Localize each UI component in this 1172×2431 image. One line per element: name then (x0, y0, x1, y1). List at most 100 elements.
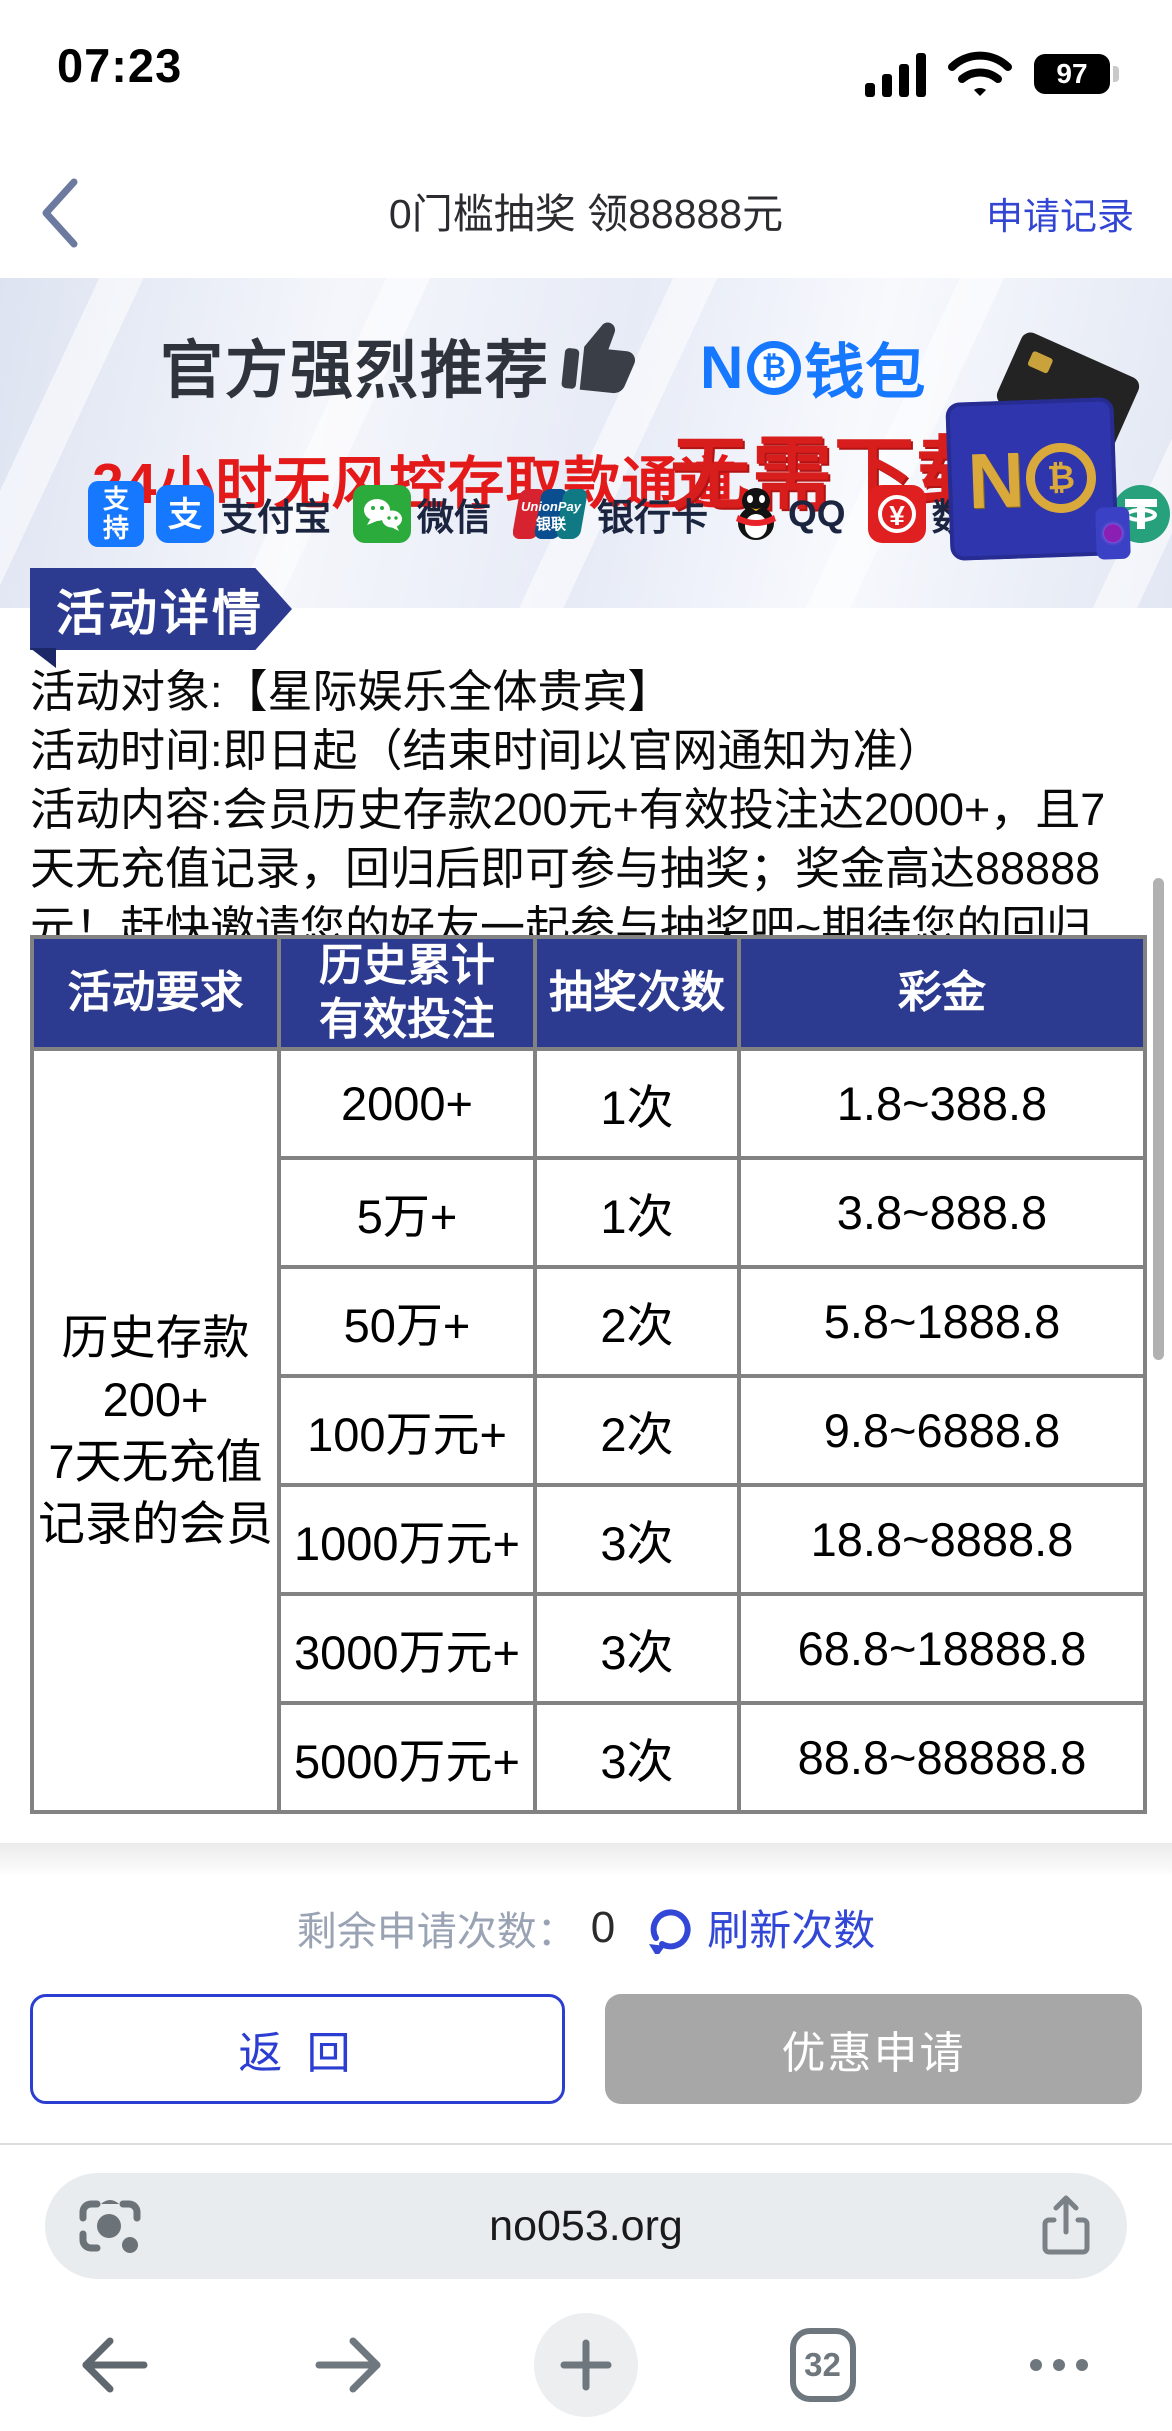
promo-apply-button[interactable]: 优惠申请 (605, 1994, 1142, 2104)
payment-qq: QQ (730, 485, 846, 543)
lens-camera-icon[interactable] (79, 2196, 141, 2256)
table-row: 5万+ 1次 3.8~888.8 (32, 1156, 1147, 1269)
times-cell: 1次 (533, 1156, 741, 1269)
svg-text:UnionPay: UnionPay (521, 499, 582, 514)
new-tab-button[interactable] (521, 2313, 651, 2417)
tab-switcher-button[interactable]: 32 (758, 2328, 888, 2402)
header-requirement: 活动要求 (30, 935, 281, 1051)
prize-cell: 9.8~6888.8 (737, 1374, 1147, 1487)
times-cell: 2次 (533, 1374, 741, 1487)
payment-unionpay: UnionPay 银联 银行卡 (513, 485, 708, 543)
digital-rmb-icon: ¥ (867, 485, 926, 543)
bet-cell: 1000万元+ (277, 1483, 537, 1596)
prize-cell: 5.8~1888.8 (737, 1265, 1147, 1378)
apply-records-link[interactable]: 申请记录 (986, 196, 1134, 237)
tab-count-icon: 32 (789, 2328, 856, 2402)
payment-label: 微信 (417, 497, 491, 538)
bet-cell: 50万+ (277, 1265, 537, 1378)
back-button[interactable]: 返 回 (30, 1994, 565, 2104)
browser-forward-button[interactable] (285, 2334, 415, 2396)
refresh-label: 刷新次数 (707, 1907, 876, 1954)
svg-text:¥: ¥ (889, 500, 905, 531)
wallet-word: 钱包 (804, 339, 927, 406)
times-cell: 3次 (533, 1483, 741, 1596)
times-cell: 3次 (533, 1701, 741, 1814)
cellular-signal-icon (865, 51, 926, 97)
thumbs-up-icon (561, 322, 636, 393)
support-badge: 支 持 (88, 481, 144, 547)
prize-cell: 1.8~388.8 (737, 1047, 1147, 1160)
url-text: no053.org (489, 2201, 683, 2250)
browser-toolbar: 32 (0, 2305, 1172, 2425)
table-row: 50万+ 2次 5.8~1888.8 (32, 1265, 1147, 1378)
table-header-row: 活动要求 历史累计 有效投注 抽奖次数 彩金 (30, 935, 1147, 1051)
status-bar: 07:23 97 (0, 0, 1172, 130)
bet-cell: 5万+ (277, 1156, 537, 1269)
times-cell: 1次 (533, 1047, 741, 1160)
header-bet: 历史累计 有效投注 (277, 935, 537, 1051)
payment-wechat: 微信 (353, 485, 491, 543)
payment-alipay: 支 支付宝 (156, 485, 331, 543)
back-arrow-icon (82, 2337, 148, 2393)
battery-icon: 97 (1034, 54, 1119, 94)
remaining-value: 0 (590, 1902, 616, 1952)
activity-target-line: 活动对象:【星际娱乐全体贵宾】 (30, 666, 673, 717)
payment-label: QQ (788, 493, 846, 534)
activity-details-badge: 活动详情 (30, 568, 292, 650)
activity-time-line: 活动时间:即日起（结束时间以官网通知为准） (30, 725, 943, 776)
no-wallet-graphic: N ₿ (945, 329, 1143, 578)
footer-panel: 剩余申请次数： 0 刷新次数 返 回 优惠申请 (0, 1843, 1172, 2104)
no-wallet-logo-text: N ₿ 钱包 (700, 324, 926, 411)
table-row: 100万元+ 2次 9.8~6888.8 (32, 1374, 1147, 1487)
bet-cell: 2000+ (277, 1047, 537, 1160)
payment-label: 银行卡 (597, 497, 708, 538)
share-icon[interactable] (1041, 2194, 1091, 2258)
payment-label: 支付宝 (220, 497, 331, 538)
plus-icon (534, 2313, 638, 2417)
more-dots-icon (1030, 2359, 1088, 2371)
svg-text:支: 支 (168, 496, 202, 534)
nav-bar: 0门槛抽奖 领88888元 申请记录 (0, 150, 1172, 276)
tab-count: 32 (804, 2346, 841, 2383)
forward-arrow-icon (315, 2337, 380, 2393)
prize-table: 活动要求 历史累计 有效投注 抽奖次数 彩金 历史存款 200+ 7天无充值 记… (30, 935, 1147, 1814)
table-row: 1000万元+ 3次 18.8~8888.8 (32, 1483, 1147, 1596)
footer-divider (0, 1843, 1172, 1875)
svg-text:银联: 银联 (536, 515, 567, 533)
prize-cell: 3.8~888.8 (737, 1156, 1147, 1269)
bitcoin-glyph: ₿ (1046, 458, 1076, 497)
refresh-count-button[interactable]: 刷新次数 (643, 1897, 875, 1958)
bet-cell: 100万元+ (277, 1374, 537, 1487)
promo-banner[interactable]: 官方强烈推荐 N ₿ 钱包 24小时无风控存取款通道 无需下载 支 持 支 (0, 278, 1172, 608)
qq-penguin-icon (736, 488, 776, 540)
bitcoin-o-icon: ₿ (747, 340, 802, 395)
table-row: 3000万元+ 3次 68.8~18888.8 (32, 1592, 1147, 1705)
bet-cell: 5000万元+ (277, 1701, 537, 1814)
wallet-letter-n: N (700, 334, 745, 401)
scrollbar-thumb[interactable] (1153, 878, 1164, 1360)
page-title: 0门槛抽奖 领88888元 (388, 191, 784, 237)
remaining-count-row: 剩余申请次数： 0 刷新次数 (0, 1897, 1172, 1958)
browser-back-button[interactable] (48, 2334, 178, 2396)
prize-cell: 68.8~18888.8 (737, 1592, 1147, 1705)
remaining-label: 剩余申请次数： (296, 1909, 577, 1954)
address-bar[interactable]: no053.org (45, 2173, 1127, 2279)
wallet-logo-n: N (966, 434, 1026, 525)
battery-percent: 97 (1056, 58, 1088, 89)
refresh-icon (649, 1908, 691, 1954)
wallet-coin-ring-icon: ₿ (1024, 441, 1098, 515)
no-download-text: 无需下载 (670, 430, 998, 519)
clock-time: 07:23 (57, 39, 183, 92)
wechat-icon (353, 485, 411, 543)
wallet-button (1103, 523, 1123, 543)
browser-menu-button[interactable] (994, 2359, 1124, 2371)
header-prize: 彩金 (737, 935, 1147, 1051)
prize-cell: 88.8~88888.8 (737, 1701, 1147, 1814)
table-row: 历史存款 200+ 7天无充值 记录的会员 2000+ 1次 1.8~388.8 (30, 1047, 1147, 1814)
wallet-icon: N ₿ (945, 397, 1131, 561)
unionpay-card-icon: UnionPay 银联 (513, 489, 588, 539)
action-buttons-row: 返 回 优惠申请 (0, 1994, 1172, 2104)
activity-content-line: 活动内容:会员历史存款200元+有效投注达2000+，且7天无充值记录，回归后即… (30, 784, 1106, 953)
back-chevron-icon[interactable] (36, 176, 82, 250)
